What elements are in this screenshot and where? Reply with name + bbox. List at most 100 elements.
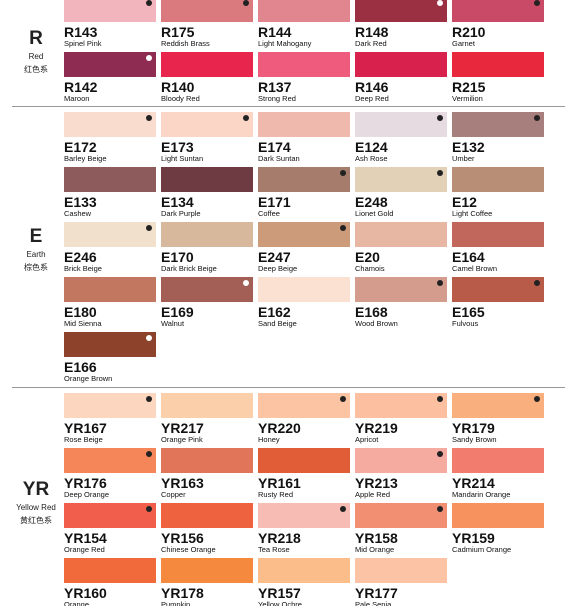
- swatch-dot: [437, 0, 443, 6]
- color-code: YR179: [452, 420, 495, 436]
- swatch: [161, 558, 253, 583]
- color-code: YR217: [161, 420, 204, 436]
- color-code: R146: [355, 79, 389, 95]
- color-name: Brick Beige: [64, 264, 102, 273]
- swatch-dot: [437, 170, 443, 176]
- color-name: Chamois: [355, 264, 385, 273]
- color-name: Mandarin Orange: [452, 490, 511, 499]
- color-code: YR218: [258, 530, 301, 546]
- swatch: [161, 503, 253, 528]
- color-name: Ash Rose: [355, 154, 388, 163]
- color-name: Honey: [258, 435, 280, 444]
- swatch: [161, 448, 253, 473]
- swatch: [161, 0, 253, 22]
- swatch: [355, 393, 447, 418]
- swatch-dot: [243, 0, 249, 6]
- color-code: R210: [452, 24, 486, 40]
- color-name: Walnut: [161, 319, 185, 328]
- color-code: YR156: [161, 530, 204, 546]
- swatch-dot: [146, 451, 152, 457]
- swatch: [355, 558, 447, 583]
- color-name: Orange Red: [64, 545, 105, 554]
- color-name: Maroon: [64, 94, 90, 103]
- group-name-cn: 红色系: [24, 65, 48, 74]
- color-name: Tea Rose: [258, 545, 290, 554]
- color-code: E165: [452, 304, 485, 320]
- color-name: Garnet: [452, 39, 475, 48]
- swatch: [161, 112, 253, 137]
- swatch: [64, 222, 156, 247]
- color-code: E169: [161, 304, 194, 320]
- color-name: Orange Brown: [64, 374, 113, 383]
- group-code: R: [29, 28, 43, 49]
- color-name: Strong Red: [258, 94, 296, 103]
- swatch: [452, 393, 544, 418]
- swatch: [64, 332, 156, 357]
- swatch: [64, 393, 156, 418]
- color-name: Spinel Pink: [64, 39, 102, 48]
- color-name: Dark Suntan: [258, 154, 300, 163]
- color-name: Deep Beige: [258, 264, 298, 273]
- color-name: Dark Brick Beige: [161, 264, 217, 273]
- swatch: [161, 393, 253, 418]
- color-name: Sandy Brown: [452, 435, 497, 444]
- swatch: [258, 52, 350, 77]
- swatch: [64, 558, 156, 583]
- swatch: [452, 503, 544, 528]
- swatch: [452, 52, 544, 77]
- color-code: R142: [64, 79, 98, 95]
- swatch: [452, 222, 544, 247]
- swatch-dot: [243, 115, 249, 121]
- color-name: Apple Red: [355, 490, 391, 499]
- color-name: Light Coffee: [452, 209, 493, 218]
- color-code: YR176: [64, 475, 107, 491]
- swatch-dot: [146, 396, 152, 402]
- color-name: Pumpkin: [161, 600, 191, 606]
- swatch: [161, 52, 253, 77]
- color-code: E132: [452, 139, 485, 155]
- swatch-dot: [146, 0, 152, 6]
- color-name: Chinese Orange: [161, 545, 216, 554]
- color-name: Rose Beige: [64, 435, 103, 444]
- color-name: Mid Sienna: [64, 319, 102, 328]
- swatch-dot: [437, 506, 443, 512]
- swatch: [258, 393, 350, 418]
- color-name: Reddish Brass: [161, 39, 210, 48]
- swatch: [258, 277, 350, 302]
- swatch: [64, 277, 156, 302]
- color-name: Pale Sepia: [355, 600, 392, 606]
- color-code: E246: [64, 249, 97, 265]
- separator: [12, 106, 565, 107]
- swatch: [355, 0, 447, 22]
- color-name: Orange Pink: [161, 435, 203, 444]
- swatch: [258, 558, 350, 583]
- color-code: E247: [258, 249, 291, 265]
- color-name: Barley Beige: [64, 154, 107, 163]
- color-code: YR178: [161, 585, 204, 601]
- color-name: Light Mahogany: [258, 39, 312, 48]
- color-code: E134: [161, 194, 194, 210]
- swatch-dot: [340, 170, 346, 176]
- swatch: [258, 448, 350, 473]
- color-code: E173: [161, 139, 194, 155]
- color-name: Mid Orange: [355, 545, 395, 554]
- color-code: E133: [64, 194, 97, 210]
- swatch-dot: [146, 115, 152, 121]
- color-code: R143: [64, 24, 98, 40]
- color-name: Dark Red: [355, 39, 387, 48]
- color-code: R140: [161, 79, 195, 95]
- color-code: E162: [258, 304, 291, 320]
- swatch: [452, 0, 544, 22]
- color-code: YR163: [161, 475, 204, 491]
- swatch-dot: [146, 55, 152, 61]
- color-code: YR214: [452, 475, 495, 491]
- swatch-dot: [437, 451, 443, 457]
- color-code: YR158: [355, 530, 398, 546]
- color-name: Bloody Red: [161, 94, 200, 103]
- color-code: YR177: [355, 585, 398, 601]
- color-code: R144: [258, 24, 292, 40]
- swatch-dot: [534, 280, 540, 286]
- color-name: Orange: [64, 600, 90, 606]
- color-code: YR161: [258, 475, 301, 491]
